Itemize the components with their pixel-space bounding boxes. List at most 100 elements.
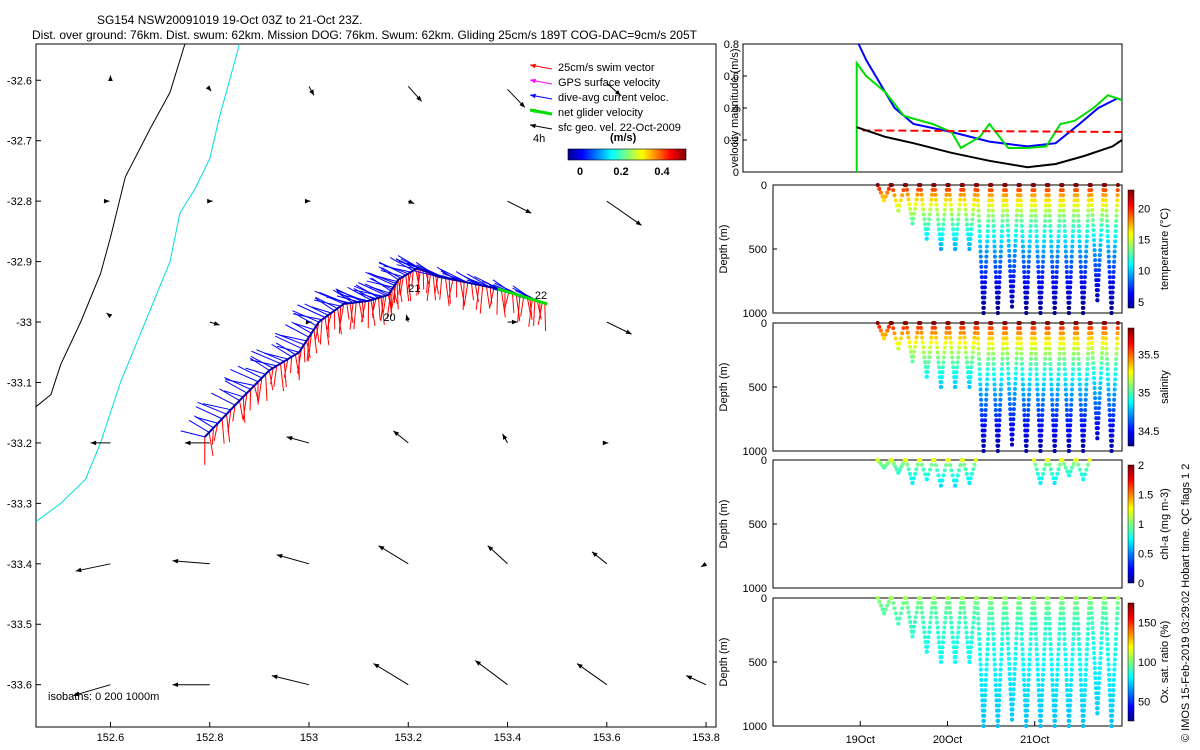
section-sample bbox=[1061, 208, 1066, 213]
section-sample bbox=[1098, 661, 1103, 666]
section-sample bbox=[1053, 433, 1058, 438]
depth-ylabel: Depth (m) bbox=[718, 638, 730, 687]
section-sample bbox=[977, 234, 982, 239]
section-sample bbox=[987, 198, 992, 203]
velocity-ytick-label: 0.4 bbox=[724, 103, 739, 115]
section-sample bbox=[942, 207, 947, 212]
section-sample bbox=[928, 620, 933, 625]
section-sample bbox=[883, 332, 888, 337]
section-sample bbox=[1057, 213, 1062, 218]
section-sample bbox=[1020, 229, 1025, 234]
sfc-velocity-arrow-head bbox=[635, 220, 642, 226]
section-sample bbox=[1029, 621, 1034, 626]
section-sample bbox=[957, 207, 962, 212]
section-sample bbox=[1041, 259, 1046, 264]
section-sample bbox=[972, 605, 977, 610]
section-sample bbox=[965, 370, 970, 375]
section-sample bbox=[992, 239, 997, 244]
section-sample bbox=[967, 655, 972, 660]
section-sample bbox=[1034, 223, 1039, 228]
section-sample bbox=[1005, 223, 1010, 228]
section-sample bbox=[893, 336, 898, 341]
section-sample bbox=[968, 237, 973, 242]
sfc-velocity-arrow-head bbox=[408, 199, 415, 204]
section-sample bbox=[1034, 239, 1039, 244]
section-sample bbox=[983, 693, 988, 698]
current-vector bbox=[292, 313, 323, 321]
section-sample bbox=[896, 208, 901, 213]
current-vector bbox=[225, 379, 255, 386]
section-sample bbox=[1048, 223, 1053, 228]
section-sample bbox=[1089, 336, 1094, 341]
section-sample bbox=[1027, 377, 1032, 382]
section-sample bbox=[1021, 662, 1026, 667]
section-sample bbox=[1000, 631, 1005, 636]
section-sample bbox=[921, 620, 926, 625]
section-sample bbox=[1097, 671, 1102, 676]
section-sample bbox=[1011, 284, 1016, 289]
section-sample bbox=[1092, 386, 1097, 391]
section-sample bbox=[1024, 713, 1029, 718]
section-sample bbox=[1015, 198, 1020, 203]
section-sample bbox=[1049, 657, 1054, 662]
section-sample bbox=[919, 192, 924, 197]
section-sample bbox=[1013, 381, 1018, 386]
section-sample bbox=[875, 596, 880, 600]
section-sample bbox=[1062, 642, 1067, 647]
section-sample bbox=[951, 365, 956, 370]
section-sample bbox=[1035, 471, 1040, 476]
section-sample bbox=[1072, 616, 1077, 621]
section-sample bbox=[940, 232, 945, 237]
section-sample bbox=[1004, 341, 1009, 346]
section-sample bbox=[996, 718, 1001, 723]
section-sample bbox=[933, 605, 938, 610]
section-sample bbox=[990, 611, 995, 616]
section-sample bbox=[1085, 351, 1090, 356]
section-sample bbox=[1063, 377, 1068, 382]
sfc-velocity-arrow-head bbox=[304, 198, 311, 204]
sfc-velocity-arrow-head bbox=[378, 545, 385, 551]
section-sample bbox=[934, 197, 939, 202]
section-sample bbox=[1024, 305, 1029, 310]
section-sample bbox=[1103, 183, 1108, 187]
section-sample bbox=[1004, 203, 1009, 208]
current-vector bbox=[211, 392, 236, 406]
swim-vector bbox=[361, 301, 366, 323]
sfc-velocity-arrow bbox=[378, 545, 409, 565]
section-sample bbox=[1109, 443, 1114, 448]
swim-vector bbox=[411, 270, 414, 287]
section-sample bbox=[1108, 280, 1113, 285]
section-sample bbox=[1040, 275, 1045, 280]
section-sample bbox=[976, 621, 981, 626]
swim-vector bbox=[500, 289, 506, 318]
section-sample bbox=[1010, 717, 1015, 722]
section-sample bbox=[896, 346, 901, 351]
section-sample bbox=[1036, 418, 1041, 423]
section-sample bbox=[1115, 611, 1120, 616]
section-sample bbox=[1015, 203, 1020, 208]
section-sample bbox=[1054, 280, 1059, 285]
current-vector bbox=[319, 291, 348, 304]
section-sample bbox=[923, 472, 928, 477]
section-sample bbox=[1054, 275, 1059, 280]
section-sample bbox=[1088, 596, 1093, 600]
section-sample bbox=[1071, 356, 1076, 361]
section-sample bbox=[1019, 346, 1024, 351]
sfc-velocity-arrow bbox=[507, 88, 526, 108]
section-sample bbox=[941, 635, 946, 640]
section-sample bbox=[998, 392, 1003, 397]
section-sample bbox=[1056, 239, 1061, 244]
section-sample bbox=[899, 464, 904, 469]
section-sample bbox=[940, 227, 945, 232]
section-sample bbox=[989, 331, 994, 336]
section-sample bbox=[1019, 218, 1024, 223]
section-sample bbox=[1077, 244, 1082, 249]
section-sample bbox=[1033, 621, 1038, 626]
section-sample bbox=[1050, 275, 1055, 280]
section-sample bbox=[1064, 397, 1069, 402]
section-sample bbox=[990, 208, 995, 213]
section-sample bbox=[1063, 662, 1068, 667]
current-vector bbox=[364, 283, 389, 296]
section-sample bbox=[1019, 208, 1024, 213]
section-sample bbox=[927, 355, 932, 360]
